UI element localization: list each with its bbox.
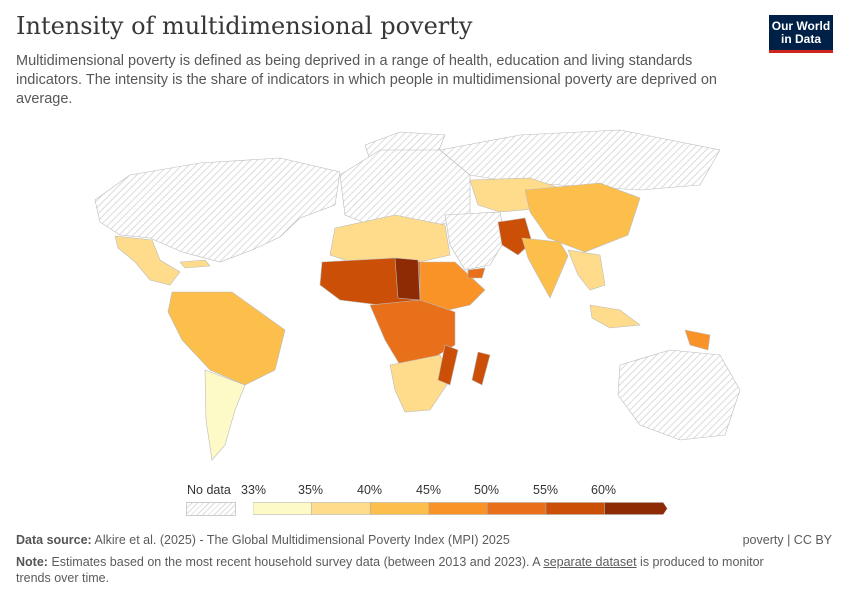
chart-title: Intensity of multidimensional poverty <box>16 12 473 40</box>
region-north-america[interactable] <box>94 157 341 263</box>
legend-bin-label: 60% <box>591 483 617 497</box>
legend-swatch[interactable] <box>487 502 547 515</box>
region-europe[interactable] <box>339 149 471 226</box>
region-indonesia[interactable] <box>589 304 641 329</box>
legend-swatch[interactable] <box>604 502 668 515</box>
region-south-america-north[interactable] <box>167 291 286 386</box>
region-caribbean[interactable] <box>179 259 211 269</box>
region-southeast-asia[interactable] <box>567 249 606 291</box>
legend-color-bar <box>253 502 668 515</box>
region-chad[interactable] <box>394 257 421 301</box>
legend-bin-label: 55% <box>533 483 559 497</box>
legend-bin-label: 50% <box>474 483 500 497</box>
region-central-africa[interactable] <box>369 299 456 366</box>
region-south-america-south[interactable] <box>204 369 246 461</box>
legend-bin-label: 35% <box>298 483 324 497</box>
region-mozambique[interactable] <box>437 344 459 386</box>
note: Note: Estimates based on the most recent… <box>16 555 764 585</box>
region-southern-africa[interactable] <box>389 354 451 413</box>
legend-swatch[interactable] <box>311 502 371 515</box>
legend-no-data-swatch <box>186 502 236 516</box>
region-png[interactable] <box>684 329 711 351</box>
region-north-africa[interactable] <box>329 214 451 266</box>
region-india[interactable] <box>521 237 569 299</box>
separate-dataset-link[interactable]: separate dataset <box>543 555 637 569</box>
legend-swatch[interactable] <box>545 502 605 515</box>
region-mexico-central-america[interactable] <box>114 235 181 286</box>
region-russia[interactable] <box>439 129 721 191</box>
region-china[interactable] <box>524 182 641 253</box>
legend-bin-label: 33% <box>241 483 267 497</box>
world-map[interactable] <box>0 120 850 470</box>
chart-subtitle: Multidimensional poverty is defined as b… <box>16 53 717 107</box>
region-australia[interactable] <box>617 349 741 441</box>
data-source-text: Alkire et al. (2025) - The Global Multid… <box>94 533 510 547</box>
legend-swatch[interactable] <box>253 502 312 515</box>
legend-swatch[interactable] <box>369 502 430 515</box>
data-source: Data source: Alkire et al. (2025) - The … <box>16 533 510 547</box>
region-madagascar[interactable] <box>471 351 491 386</box>
region-yemen[interactable] <box>467 267 486 279</box>
owid-logo[interactable]: Our World in Data <box>769 15 833 53</box>
legend-bin-label: 40% <box>357 483 383 497</box>
legend-swatch[interactable] <box>428 502 488 515</box>
region-middle-east[interactable] <box>444 211 506 271</box>
legend-bin-label: 45% <box>416 483 442 497</box>
legend-no-data-label: No data <box>187 483 231 497</box>
license[interactable]: poverty | CC BY <box>742 533 832 547</box>
